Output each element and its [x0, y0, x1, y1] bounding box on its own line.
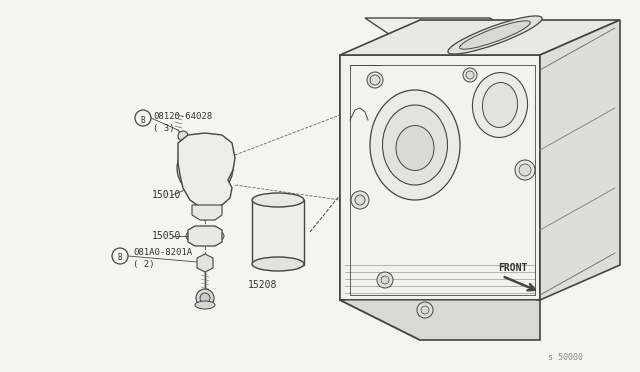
Polygon shape: [178, 133, 235, 208]
Polygon shape: [540, 20, 620, 300]
Circle shape: [355, 195, 365, 205]
Text: B: B: [141, 115, 145, 125]
Text: 08120-64028: 08120-64028: [153, 112, 212, 121]
Text: s 50000: s 50000: [548, 353, 583, 362]
Circle shape: [177, 140, 233, 196]
Circle shape: [377, 272, 393, 288]
Ellipse shape: [252, 193, 304, 207]
Circle shape: [266, 220, 290, 244]
Circle shape: [199, 230, 211, 242]
Ellipse shape: [383, 105, 447, 185]
Circle shape: [272, 226, 284, 238]
Circle shape: [370, 75, 380, 85]
Text: 15050: 15050: [152, 231, 181, 241]
Circle shape: [187, 150, 223, 186]
Ellipse shape: [370, 90, 460, 200]
Text: B: B: [118, 253, 122, 263]
Bar: [252, 200, 304, 265]
Circle shape: [216, 232, 224, 240]
Polygon shape: [365, 18, 545, 55]
Text: ( 2): ( 2): [133, 260, 154, 269]
Circle shape: [202, 165, 208, 171]
Polygon shape: [197, 254, 213, 272]
Polygon shape: [340, 55, 540, 300]
Text: 081A0-8201A: 081A0-8201A: [133, 247, 192, 257]
Ellipse shape: [396, 125, 434, 170]
Polygon shape: [192, 205, 222, 220]
Polygon shape: [188, 226, 222, 246]
Ellipse shape: [472, 73, 527, 138]
Ellipse shape: [448, 16, 542, 54]
Polygon shape: [340, 55, 420, 340]
Circle shape: [135, 110, 151, 126]
Text: ( 3): ( 3): [153, 124, 175, 132]
Ellipse shape: [252, 257, 304, 271]
Ellipse shape: [460, 21, 531, 49]
Circle shape: [515, 160, 535, 180]
Circle shape: [417, 302, 433, 318]
Text: 15010: 15010: [152, 190, 181, 200]
Polygon shape: [340, 300, 540, 340]
Circle shape: [196, 289, 214, 307]
Circle shape: [466, 71, 474, 79]
Circle shape: [381, 276, 389, 284]
Circle shape: [367, 72, 383, 88]
Ellipse shape: [195, 301, 215, 309]
Circle shape: [178, 131, 188, 141]
Circle shape: [421, 306, 429, 314]
Polygon shape: [340, 20, 620, 55]
Circle shape: [186, 232, 194, 240]
Circle shape: [200, 293, 210, 303]
Text: FRONT: FRONT: [498, 263, 527, 273]
Circle shape: [351, 191, 369, 209]
Circle shape: [519, 164, 531, 176]
Circle shape: [112, 248, 128, 264]
Circle shape: [202, 233, 208, 239]
Circle shape: [200, 210, 210, 220]
Ellipse shape: [483, 83, 518, 128]
Circle shape: [197, 160, 213, 176]
Text: 15208: 15208: [248, 280, 278, 290]
Circle shape: [463, 68, 477, 82]
